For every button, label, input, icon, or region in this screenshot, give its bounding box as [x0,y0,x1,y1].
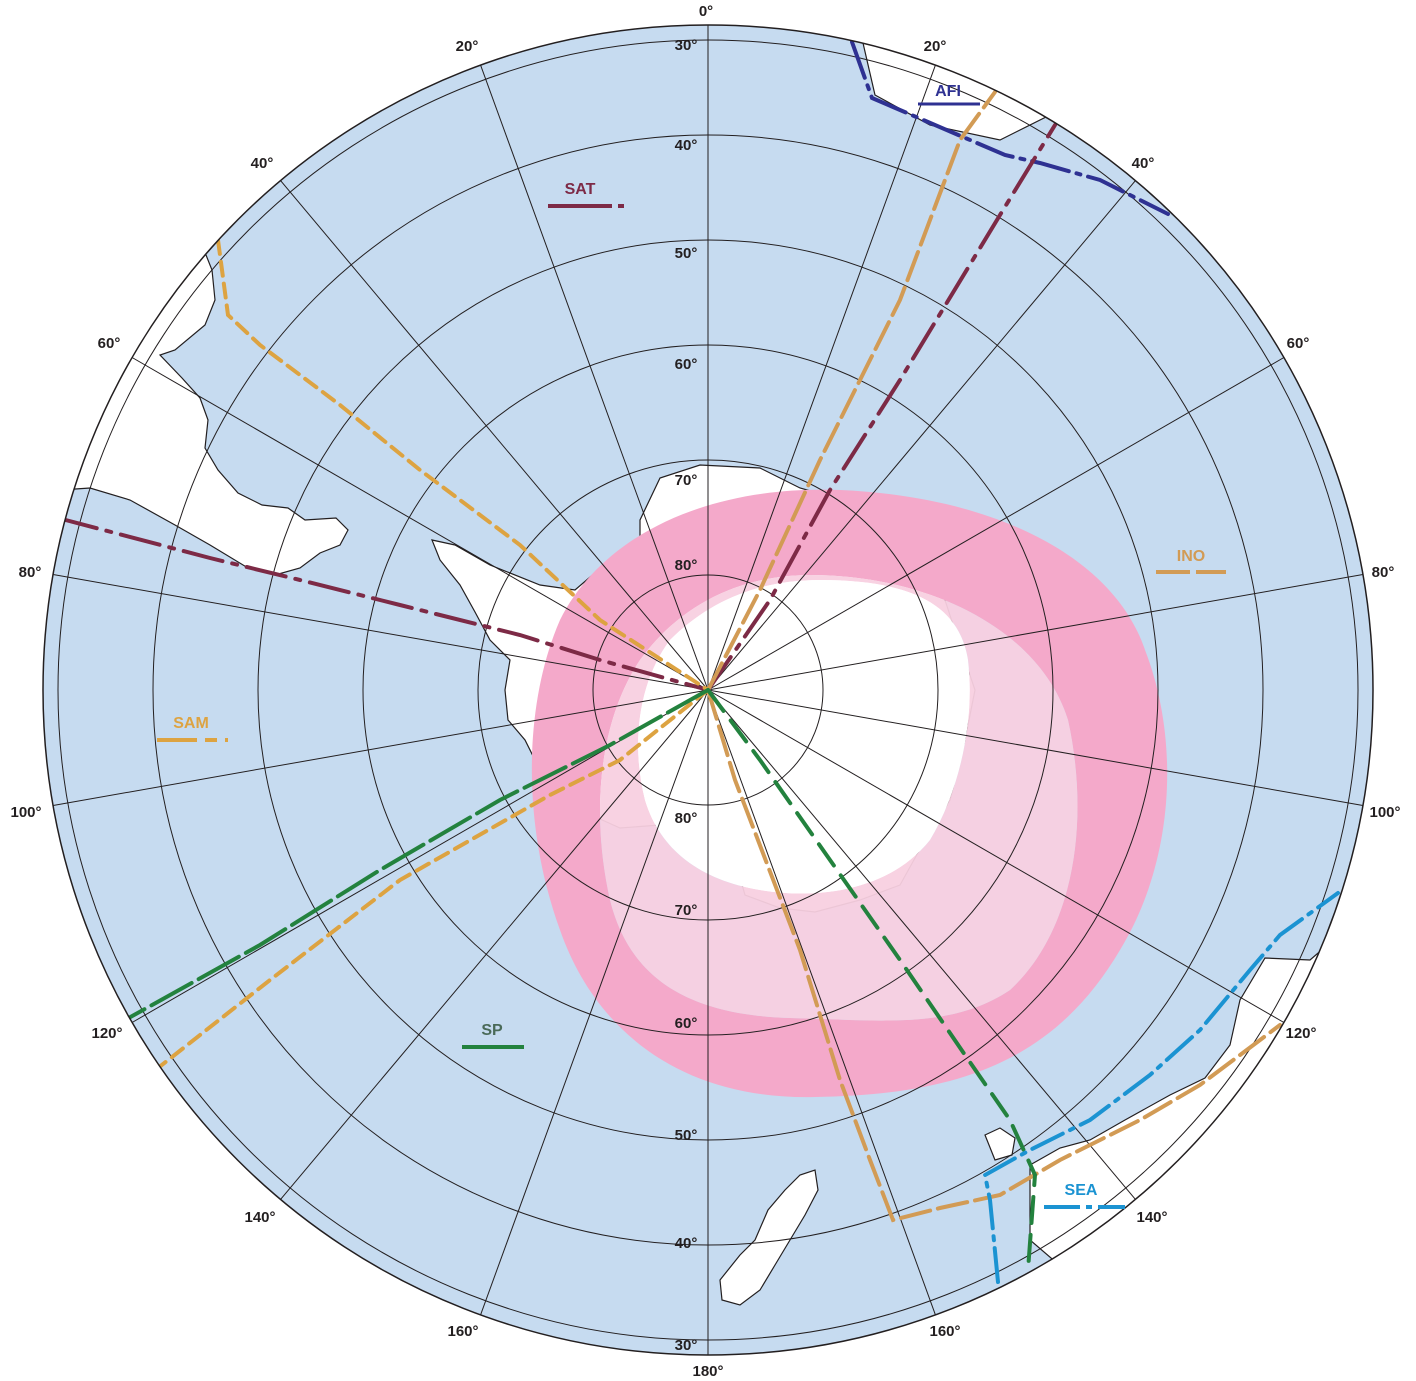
meridian-line-280 [53,574,709,691]
lon-label-40e: 40° [1132,155,1155,172]
afi-boundary [850,40,1170,216]
lat-label-40-top: 40° [675,137,698,154]
meridian-line-100 [707,689,1363,806]
lon-label-60e: 60° [1287,335,1310,352]
lon-label-20w: 20° [456,38,479,55]
lon-label-20e: 20° [924,38,947,55]
meridian-line-300 [131,357,709,691]
lat-label-30-bottom: 30° [675,1337,698,1354]
map-outer-ring [42,24,1374,1356]
meridian-line-40 [707,180,1136,691]
sp-boundary-west [123,688,710,1022]
lon-label-140e: 140° [1136,1209,1167,1226]
sea-ice-bands [531,489,1168,1098]
region-label-ino: INO [1177,548,1205,565]
meridian-line-20 [707,64,936,691]
meridian-line-140 [707,689,1136,1200]
lon-label-180: 180° [692,1363,723,1380]
lon-label-160w: 160° [447,1323,478,1340]
lat-label-70-top: 70° [675,472,698,489]
lat-label-40-bottom: 40° [675,1235,698,1252]
lon-label-0: 0° [699,3,713,20]
lat-label-80-bottom: 80° [675,810,698,827]
sat-boundary-east [706,123,1057,692]
region-label-afi: AFI [935,83,961,100]
meridian-line-80 [707,574,1363,691]
sea-ice-inner-zone [600,575,1078,1021]
sam-boundary-south [156,688,710,1070]
ino-boundary-north [706,90,997,692]
sea-boundary [982,891,1340,1284]
meridian-line-260 [53,689,709,806]
lat-label-70-bottom: 70° [675,902,698,919]
lon-label-60w: 60° [98,335,121,352]
lat-label-60-top: 60° [675,356,698,373]
latitude-labels: 30° 40° 50° 60° 70° 80° 80° 70° 60° 50° … [675,37,698,1354]
region-label-sat: SAT [565,181,596,198]
lon-label-100w: 100° [10,804,41,821]
new-zealand-south-island [719,1169,819,1306]
lon-label-140w: 140° [244,1209,275,1226]
region-label-sam: SAM [173,715,209,732]
meridian-line-220 [280,689,709,1200]
region-boundaries [56,40,1340,1284]
region-labels: AFI SAT INO SAM SP SEA [157,83,1226,1209]
sam-boundary-north [216,238,710,692]
lat-label-30-top: 30° [675,37,698,54]
lat-label-80-top: 80° [675,557,698,574]
region-label-sea: SEA [1065,1182,1098,1199]
meridian-line-120 [707,689,1285,1023]
lat-label-50-top: 50° [675,245,698,262]
lat-label-50-bottom: 50° [675,1127,698,1144]
lon-label-120e: 120° [1285,1025,1316,1042]
meridian-line-340 [480,64,709,691]
lon-label-40w: 40° [251,155,274,172]
longitude-labels: 0° 20° 20° 40° 40° 60° 60° 80° 80° 100° … [10,3,1400,1380]
lon-label-80w: 80° [19,564,42,581]
meridian-line-320 [280,180,709,691]
tasmania-landmass [984,1127,1016,1161]
region-label-sp: SP [481,1022,503,1039]
sat-boundary-west [56,516,710,692]
meridian-line-60 [707,357,1285,691]
meridian-line-160 [707,689,936,1316]
meridian-line-200 [480,689,709,1316]
lon-label-100e: 100° [1369,804,1400,821]
lon-label-120w: 120° [91,1025,122,1042]
ino-boundary-south [706,688,1282,1223]
lon-label-80e: 80° [1372,564,1395,581]
sp-boundary-east [706,688,1038,1272]
lon-label-160e: 160° [929,1323,960,1340]
lat-label-60-bottom: 60° [675,1015,698,1032]
